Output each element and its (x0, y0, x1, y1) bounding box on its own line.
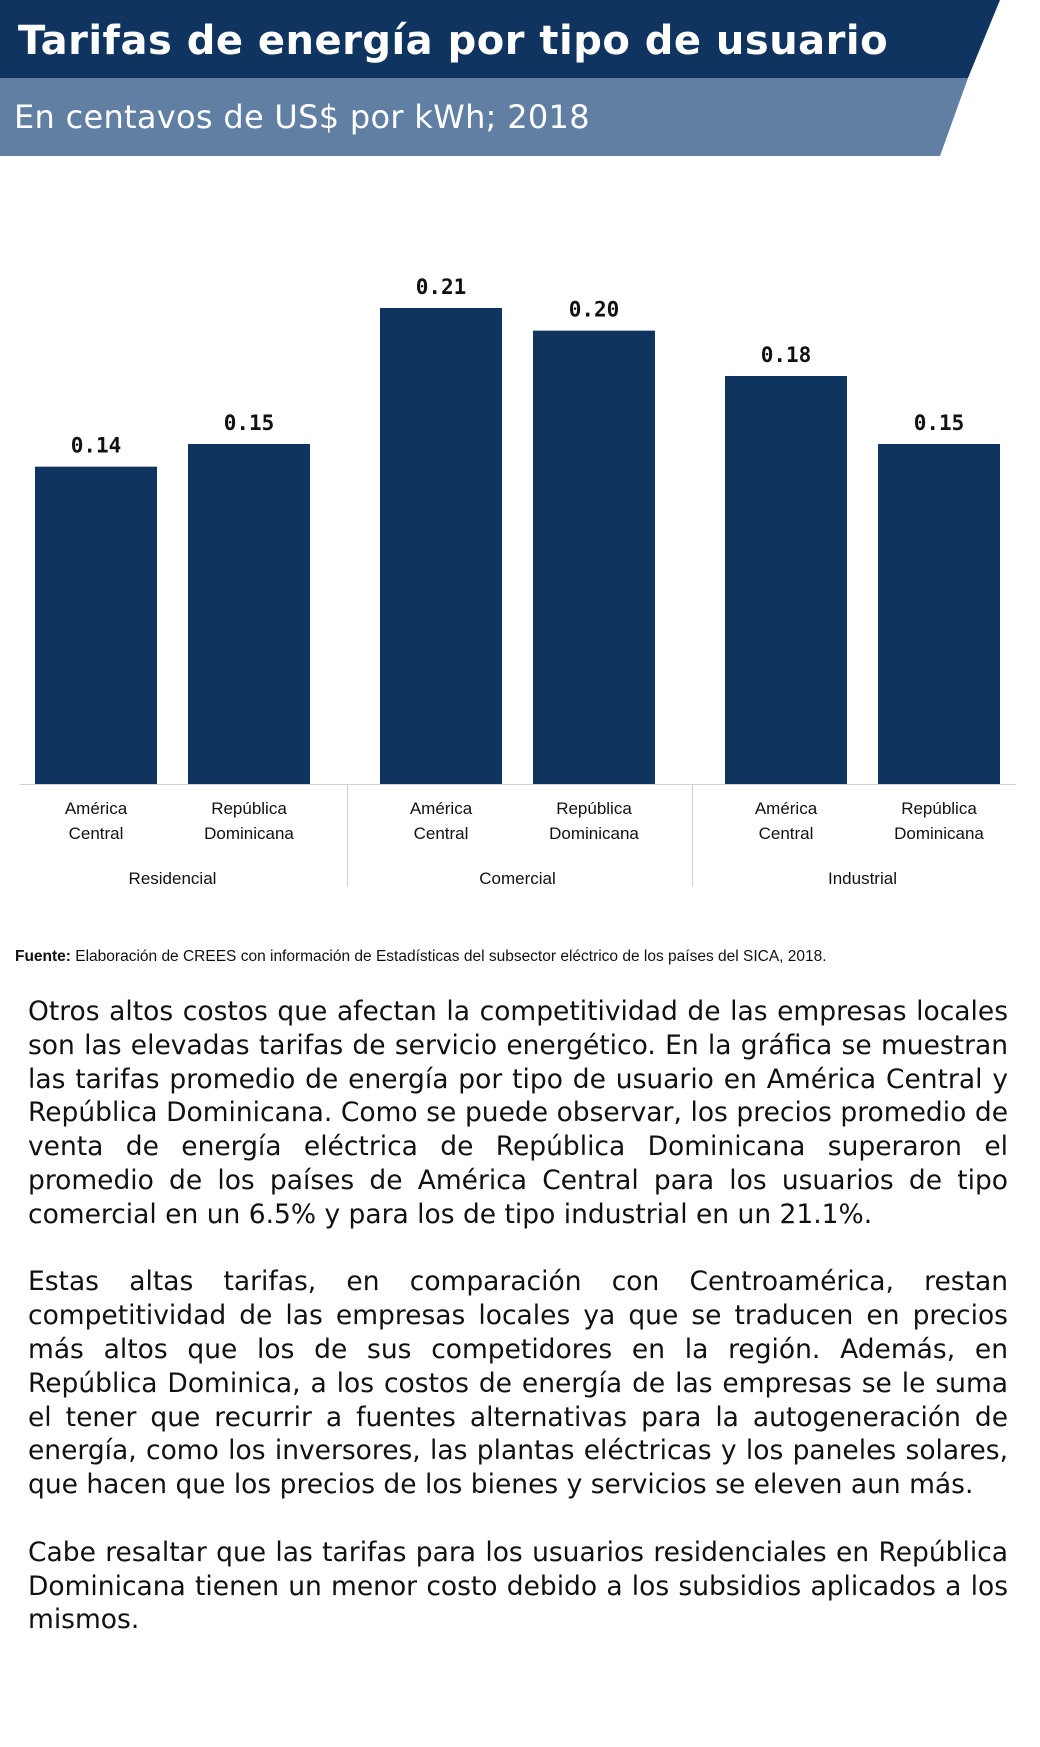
subtitle-band (0, 78, 968, 156)
paragraph: Otros altos costos que afectan la compet… (28, 996, 1008, 1230)
data-label: 0.15 (224, 411, 275, 435)
group-label: Comercial (479, 869, 556, 888)
data-label: 0.21 (416, 275, 467, 299)
bar (380, 308, 502, 784)
source-note: Fuente: Elaboración de CREES con informa… (15, 948, 827, 966)
tick-label: Central (759, 824, 814, 843)
header-banner: Tarifas de energía por tipo de usuario E… (0, 0, 1000, 156)
bar-chart: 0.14 América Central 0.15 República Dominican… (20, 275, 1016, 888)
bar (188, 444, 310, 784)
tick-label: Dominicana (894, 824, 984, 843)
bar (725, 376, 847, 784)
bar (878, 444, 1000, 784)
tick-label: Central (69, 824, 124, 843)
source-text: Elaboración de CREES con información de … (70, 948, 827, 965)
paragraph: Estas altas tarifas, en comparación con … (28, 1266, 1008, 1501)
tick-label: América (410, 799, 473, 818)
tick-label: Dominicana (549, 824, 639, 843)
data-label: 0.15 (914, 411, 965, 435)
group-label: Residencial (129, 869, 217, 888)
tick-label: América (65, 799, 128, 818)
tick-label: Dominicana (204, 824, 294, 843)
article-body: Otros altos costos que afectan la compet… (28, 995, 1008, 1671)
header-background (0, 0, 1000, 156)
data-label: 0.14 (71, 434, 122, 458)
tick-label: República (901, 799, 977, 818)
source-label: Fuente: (15, 948, 71, 965)
data-label: 0.18 (761, 343, 812, 367)
data-label: 0.20 (569, 298, 620, 322)
tick-label: Central (414, 824, 469, 843)
tick-label: América (755, 799, 818, 818)
chart-title: Tarifas de energía por tipo de usuario (18, 18, 889, 64)
tick-label: República (556, 799, 632, 818)
title-band (0, 0, 1000, 78)
group-label: Industrial (828, 869, 897, 888)
paragraph: Cabe resaltar que las tarifas para los u… (28, 1536, 1008, 1636)
bar (533, 330, 655, 784)
bar (35, 466, 157, 784)
chart-subtitle: En centavos de US$ por kWh; 2018 (14, 98, 590, 136)
tick-label: República (211, 799, 287, 818)
